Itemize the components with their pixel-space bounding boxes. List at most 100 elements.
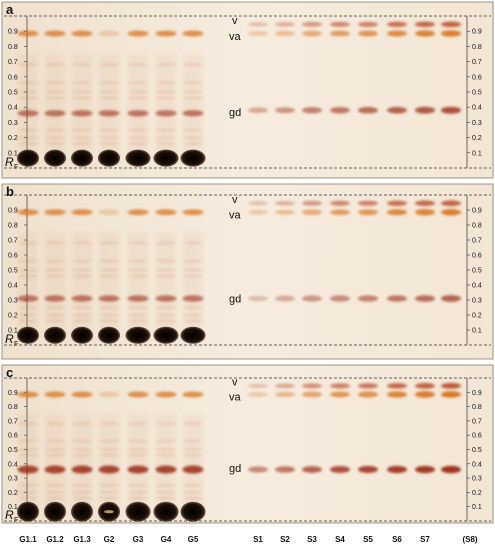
faint-band xyxy=(156,274,176,278)
right-tick-label: 0.4 xyxy=(472,461,482,468)
gd-band xyxy=(248,295,268,302)
faint-band xyxy=(183,142,203,146)
standard-lane-S7 xyxy=(415,21,435,114)
band-label-v: v xyxy=(232,194,238,206)
v-band xyxy=(248,201,268,206)
origin-spot xyxy=(125,326,151,344)
gd-band xyxy=(127,295,149,302)
gd-band xyxy=(248,107,268,114)
va-band xyxy=(98,209,120,216)
standard-lane-S2 xyxy=(275,200,295,302)
faint-band xyxy=(99,128,119,132)
standard-lane-S5 xyxy=(358,21,378,114)
faint-band xyxy=(18,136,38,140)
sample-lane-G2 xyxy=(98,30,120,167)
standard-lane-label: (S8) xyxy=(462,535,477,544)
gd-band xyxy=(415,295,435,302)
faint-band xyxy=(128,313,148,317)
right-tick-label: 0.9 xyxy=(472,390,482,397)
faint-band xyxy=(18,63,38,67)
faint-band xyxy=(156,241,176,245)
gd-band xyxy=(127,110,149,117)
va-band xyxy=(415,30,435,37)
faint-band xyxy=(99,136,119,140)
left-tick-label: 0.5 xyxy=(8,90,18,97)
faint-band xyxy=(45,96,65,100)
right-tick-label: 0.1 xyxy=(472,504,482,511)
standard-lane-S5 xyxy=(358,200,378,302)
faint-band xyxy=(183,496,203,500)
va-band xyxy=(415,209,435,216)
standard-lane-(S8) xyxy=(441,21,461,114)
va-band xyxy=(275,209,295,215)
va-band xyxy=(330,30,350,37)
faint-band xyxy=(99,63,119,67)
sample-lane-G1.1 xyxy=(17,209,39,344)
left-tick-label: 0.2 xyxy=(8,490,18,497)
rf-label: R xyxy=(5,332,14,346)
va-band xyxy=(98,30,120,37)
gd-band xyxy=(330,107,350,114)
faint-band xyxy=(45,319,65,323)
v-band xyxy=(248,383,268,389)
rf-subscript: F xyxy=(14,164,18,171)
faint-band xyxy=(183,447,203,452)
faint-band xyxy=(45,241,65,245)
left-tick-label: 0.1 xyxy=(8,328,18,335)
rf-subscript: F xyxy=(14,341,18,348)
va-band xyxy=(155,391,177,398)
sample-lane-G1.2 xyxy=(44,209,66,344)
faint-band xyxy=(72,274,92,278)
origin-spot xyxy=(153,501,179,522)
origin-spot xyxy=(44,149,66,167)
origin-spot xyxy=(98,326,120,344)
right-tick-label: 0.5 xyxy=(472,447,482,454)
gd-band xyxy=(71,110,93,117)
gd-band xyxy=(98,295,120,302)
standard-lane-(S8) xyxy=(441,200,461,302)
sample-lane-G1.3 xyxy=(71,30,93,167)
faint-band xyxy=(45,447,65,452)
left-tick-label: 0.3 xyxy=(8,476,18,483)
va-band xyxy=(248,392,268,397)
va-band xyxy=(275,30,295,37)
faint-band xyxy=(99,268,119,272)
faint-band xyxy=(45,128,65,132)
gd-band xyxy=(182,465,204,474)
gd-band xyxy=(441,295,461,302)
standard-lane-S7 xyxy=(415,200,435,302)
va-band xyxy=(248,31,268,36)
left-tick-label: 0.2 xyxy=(8,135,18,142)
faint-band xyxy=(18,96,38,100)
faint-band xyxy=(45,274,65,278)
va-band xyxy=(415,391,435,398)
va-band xyxy=(44,30,66,37)
faint-band xyxy=(72,453,92,457)
origin-spot xyxy=(98,149,120,167)
v-band xyxy=(302,200,322,206)
faint-band xyxy=(128,496,148,500)
va-band xyxy=(248,209,268,215)
left-tick-label: 0.5 xyxy=(8,447,18,454)
faint-band xyxy=(18,439,38,443)
panel-c: 0.9 0.9 0.8 0.8 0.7 0.7 0.6 0.6 0.5 0.5 0.4 0.4 0.3 0… xyxy=(1,364,494,524)
gd-band xyxy=(17,110,39,117)
gd-band xyxy=(275,466,295,473)
faint-band xyxy=(18,422,38,426)
v-band xyxy=(275,383,295,389)
faint-band xyxy=(72,128,92,132)
panel-letter: b xyxy=(6,184,14,199)
left-tick-label: 0.9 xyxy=(8,208,18,215)
gd-band xyxy=(302,107,322,114)
faint-band xyxy=(72,483,92,487)
sample-lane-G1.1 xyxy=(17,391,39,522)
gd-band xyxy=(441,106,461,114)
faint-band xyxy=(183,81,203,85)
standard-lane-label: S3 xyxy=(307,535,317,544)
faint-band xyxy=(72,259,92,263)
left-tick-label: 0.4 xyxy=(8,461,18,468)
lane-streak xyxy=(45,232,65,342)
left-tick-label: 0.1 xyxy=(8,504,18,511)
band-label-va: va xyxy=(229,210,242,222)
faint-band xyxy=(18,259,38,263)
